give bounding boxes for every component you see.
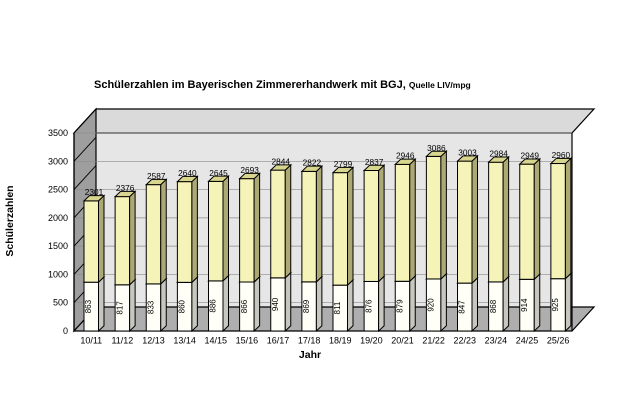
svg-text:18/19: 18/19 <box>329 336 352 346</box>
svg-text:2949: 2949 <box>521 151 540 161</box>
svg-text:860: 860 <box>178 299 187 313</box>
svg-text:886: 886 <box>209 299 218 313</box>
svg-text:3086: 3086 <box>427 143 446 153</box>
svg-text:21/22: 21/22 <box>422 336 445 346</box>
svg-text:500: 500 <box>53 298 68 308</box>
svg-text:2984: 2984 <box>489 149 508 159</box>
svg-text:2946: 2946 <box>396 151 415 161</box>
svg-text:2799: 2799 <box>334 159 353 169</box>
svg-text:833: 833 <box>147 300 156 314</box>
svg-text:16/17: 16/17 <box>267 336 290 346</box>
svg-text:869: 869 <box>302 299 311 313</box>
svg-text:2587: 2587 <box>147 171 166 181</box>
svg-text:914: 914 <box>520 298 529 312</box>
svg-text:3500: 3500 <box>48 128 68 138</box>
svg-text:23/24: 23/24 <box>485 336 508 346</box>
svg-text:2301: 2301 <box>85 187 104 197</box>
svg-text:2376: 2376 <box>116 183 135 193</box>
svg-text:940: 940 <box>271 297 280 311</box>
svg-text:13/14: 13/14 <box>173 336 196 346</box>
svg-text:2693: 2693 <box>240 165 259 175</box>
svg-text:863: 863 <box>84 299 93 313</box>
svg-text:3000: 3000 <box>48 156 68 166</box>
svg-text:14/15: 14/15 <box>204 336 227 346</box>
svg-text:22/23: 22/23 <box>453 336 476 346</box>
svg-text:20/21: 20/21 <box>391 336 414 346</box>
svg-text:811: 811 <box>333 301 342 314</box>
svg-text:1500: 1500 <box>48 241 68 251</box>
svg-text:12/13: 12/13 <box>142 336 165 346</box>
svg-text:868: 868 <box>489 299 498 313</box>
svg-text:817: 817 <box>115 301 124 315</box>
svg-text:0: 0 <box>63 326 68 336</box>
svg-text:2822: 2822 <box>303 158 322 168</box>
svg-text:1000: 1000 <box>48 269 68 279</box>
svg-text:2645: 2645 <box>209 168 228 178</box>
svg-text:879: 879 <box>396 299 405 313</box>
svg-text:11/12: 11/12 <box>111 336 133 346</box>
svg-text:2960: 2960 <box>552 150 571 160</box>
svg-text:876: 876 <box>364 299 373 313</box>
svg-text:24/25: 24/25 <box>516 336 539 346</box>
svg-text:2500: 2500 <box>48 185 68 195</box>
svg-text:2000: 2000 <box>48 213 68 223</box>
svg-text:15/16: 15/16 <box>236 336 259 346</box>
svg-text:866: 866 <box>240 299 249 313</box>
svg-text:3003: 3003 <box>458 148 477 158</box>
svg-text:10/11: 10/11 <box>80 336 102 346</box>
svg-text:925: 925 <box>551 298 560 312</box>
svg-text:19/20: 19/20 <box>360 336 383 346</box>
svg-text:920: 920 <box>427 298 436 312</box>
svg-text:2844: 2844 <box>272 157 291 167</box>
svg-text:2837: 2837 <box>365 157 384 167</box>
svg-text:25/26: 25/26 <box>547 336 570 346</box>
svg-text:2640: 2640 <box>178 168 197 178</box>
svg-text:17/18: 17/18 <box>298 336 321 346</box>
svg-text:847: 847 <box>458 300 467 314</box>
